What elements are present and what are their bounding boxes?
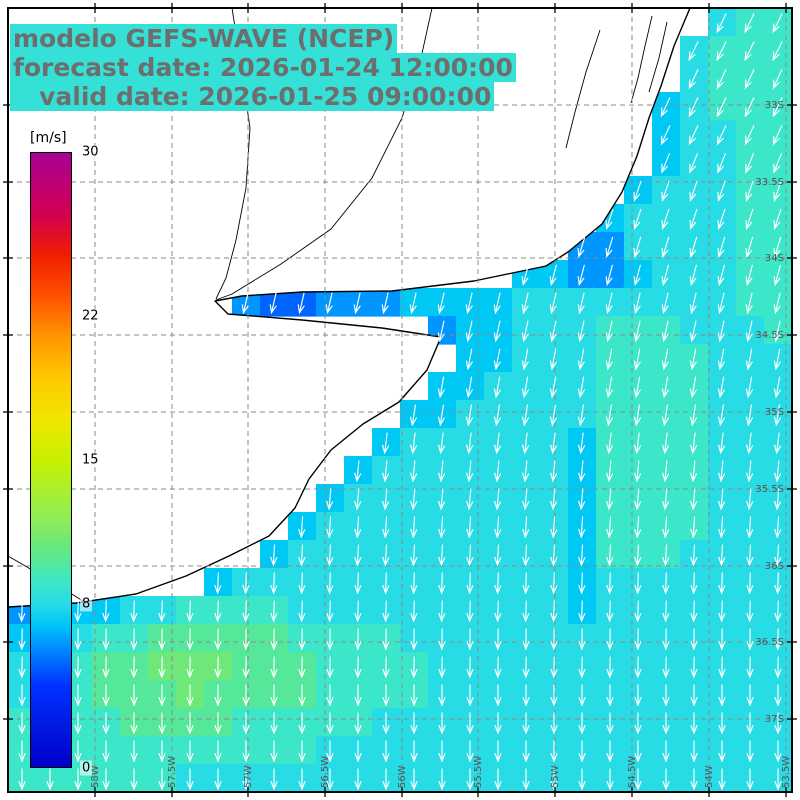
graticule [8,8,792,792]
forecast-date: forecast date: 2026-01-24 12:00:00 [10,53,516,82]
latitude-label: 36S [765,561,784,572]
valid-date: valid date: 2026-01-25 09:00:00 [10,82,495,111]
latitude-label: 34S [765,253,784,264]
latitude-label: 37S [765,714,784,725]
colorbar-tick-label: 22 [80,308,101,324]
longitude-label: 56.5W [320,756,331,788]
latitude-label: 35S [765,407,784,418]
map-frame [3,3,797,797]
longitude-label: 54.5W [627,756,638,788]
lagoon-contour [565,29,601,149]
lagoon-contour [648,21,668,93]
colorbar-tick-label: 15 [80,452,101,468]
latitude-label: 33S [765,100,784,111]
colorbar-tick-label: 30 [80,144,101,160]
coastline [7,7,691,608]
colorbar-tick-label: 0 [80,760,93,776]
longitude-label: 58W [90,765,101,788]
title-block: modelo GEFS-WAVE (NCEP) forecast date: 2… [10,24,516,111]
longitude-label: 53.5W [781,756,792,788]
longitude-label: 54W [704,765,715,788]
colorbar: [m/s] 30 22 15 8 0 [28,130,160,790]
longitude-label: 55W [550,765,561,788]
colorbar-unit-label: [m/s] [28,130,69,146]
graticule-labels: 33S 33.5S 34S 34.5S 35S 35.5S 36S 36.5S 37S 58W 57… [90,100,792,788]
model-title: modelo GEFS-WAVE (NCEP) [10,24,398,53]
colorbar-gradient [30,152,72,768]
latitude-label: 34.5S [755,330,784,341]
latitude-label: 36.5S [755,637,784,648]
longitude-label: 57.5W [167,756,178,788]
longitude-label: 57W [243,765,254,788]
lagoon-contour [630,15,653,104]
longitude-label: 55.5W [473,756,484,788]
longitude-label: 56W [397,765,408,788]
colorbar-tick-label: 8 [80,596,93,612]
latitude-label: 33.5S [755,177,784,188]
wind-arrows [18,13,783,791]
latitude-label: 35.5S [755,484,784,495]
